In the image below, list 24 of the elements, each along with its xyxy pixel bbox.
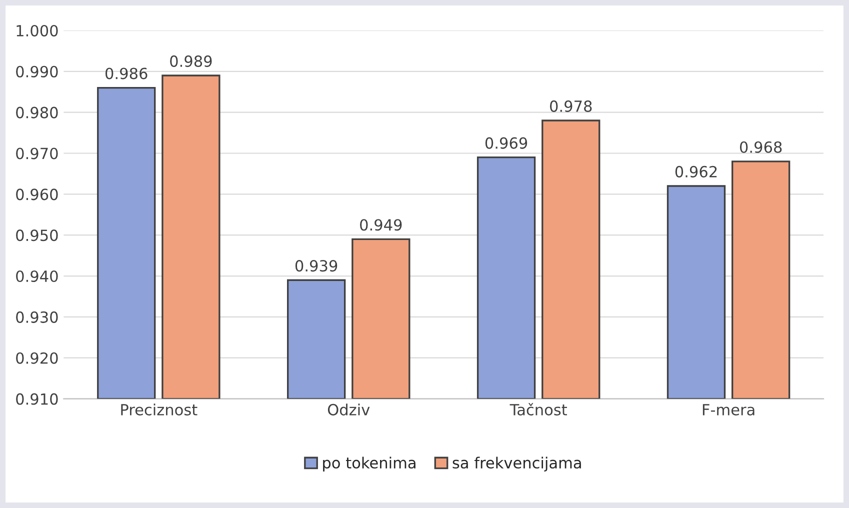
data-label: 0.986 [106, 68, 148, 80]
x-tick-label: F-mera [702, 404, 754, 416]
legend-label: po tokenima [323, 456, 416, 472]
data-label: 0.949 [360, 219, 402, 231]
y-tick-label: 0.910 [16, 393, 58, 405]
y-tick-label: 0.950 [16, 230, 58, 242]
y-tick-label: 0.960 [16, 188, 58, 200]
data-label: 0.962 [675, 166, 717, 178]
y-tick-label: 0.920 [16, 352, 58, 364]
y-tick-label: 1.000 [16, 24, 58, 36]
y-tick-label: 0.930 [16, 311, 58, 323]
data-label: 0.978 [550, 100, 592, 112]
legend-label: sa frekvencijama [452, 456, 581, 472]
data-label: 0.989 [170, 55, 212, 67]
y-tick-label: 0.940 [16, 270, 58, 282]
y-tick-label: 0.980 [16, 106, 58, 118]
x-tick-label: Preciznost [121, 404, 198, 416]
data-label: 0.969 [485, 137, 528, 149]
x-tick-label: Odziv [328, 404, 370, 416]
data-label: 0.939 [295, 260, 338, 272]
x-tick-label: Tačnost [510, 403, 567, 416]
y-tick-label: 0.990 [16, 66, 58, 78]
y-tick-label: 0.970 [16, 148, 58, 160]
data-label: 0.968 [740, 141, 782, 153]
